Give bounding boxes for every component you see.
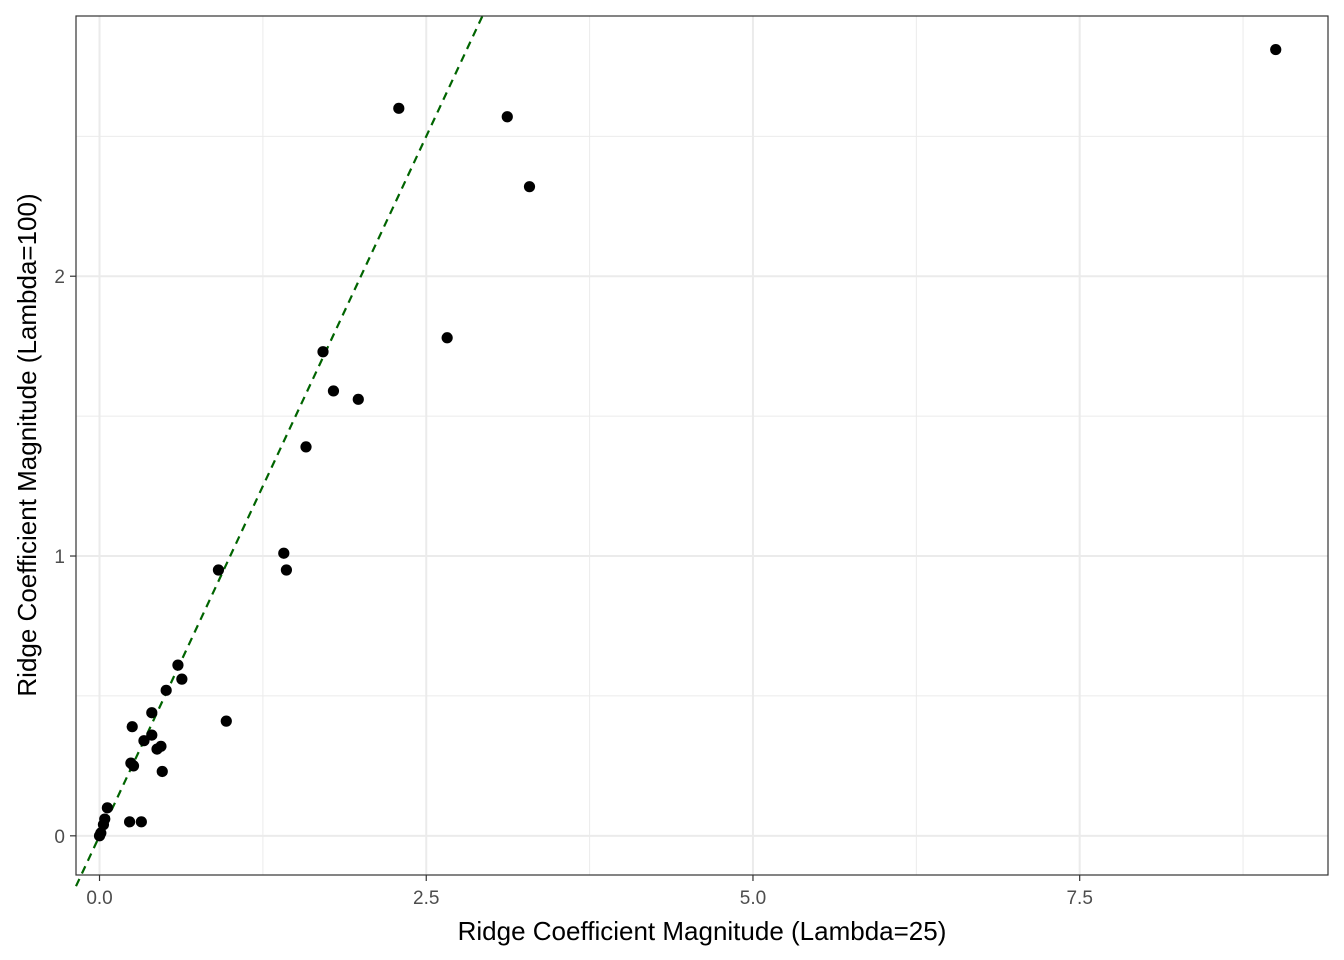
x-tick-label: 0.0 bbox=[86, 888, 112, 909]
data-point bbox=[280, 564, 293, 576]
data-point bbox=[1270, 43, 1282, 56]
data-point bbox=[101, 802, 113, 814]
data-point bbox=[172, 659, 184, 671]
data-point bbox=[156, 765, 168, 778]
data-point bbox=[176, 673, 188, 685]
data-points bbox=[93, 43, 1282, 842]
data-point bbox=[126, 721, 138, 733]
data-point bbox=[155, 740, 167, 752]
data-point bbox=[523, 181, 536, 193]
data-point bbox=[146, 729, 158, 741]
x-tick-label: 2.5 bbox=[413, 888, 439, 909]
x-tick-label: 5.0 bbox=[740, 888, 766, 909]
data-point bbox=[300, 441, 312, 453]
x-axis-ticks: 0.0 2.5 5.0 7.5 bbox=[86, 875, 1093, 909]
data-point bbox=[327, 385, 340, 397]
y-tick-label: 2 bbox=[54, 267, 65, 288]
data-point bbox=[278, 547, 290, 559]
data-point bbox=[127, 760, 140, 772]
y-axis-title: Ridge Coefficient Magnitude (Lambda=100) bbox=[12, 193, 42, 696]
data-point bbox=[317, 346, 329, 358]
minor-gridlines bbox=[76, 16, 1328, 875]
data-point bbox=[220, 715, 232, 727]
major-gridlines bbox=[76, 16, 1328, 875]
data-point bbox=[146, 707, 158, 719]
data-point bbox=[501, 111, 513, 123]
y-axis-ticks: 0 1 2 bbox=[54, 267, 76, 848]
x-axis-title: Ridge Coefficient Magnitude (Lambda=25) bbox=[458, 916, 947, 946]
data-point bbox=[352, 393, 364, 405]
data-point bbox=[123, 816, 136, 828]
data-point bbox=[99, 813, 111, 825]
x-tick-label: 7.5 bbox=[1066, 888, 1092, 909]
data-point bbox=[135, 816, 147, 828]
data-point bbox=[212, 564, 225, 576]
y-tick-label: 1 bbox=[54, 547, 65, 568]
data-point bbox=[138, 735, 150, 747]
panel-border bbox=[75, 15, 1329, 876]
y-tick-label: 0 bbox=[54, 827, 65, 848]
data-point bbox=[441, 332, 453, 344]
data-point bbox=[393, 102, 405, 114]
data-point bbox=[160, 684, 172, 696]
